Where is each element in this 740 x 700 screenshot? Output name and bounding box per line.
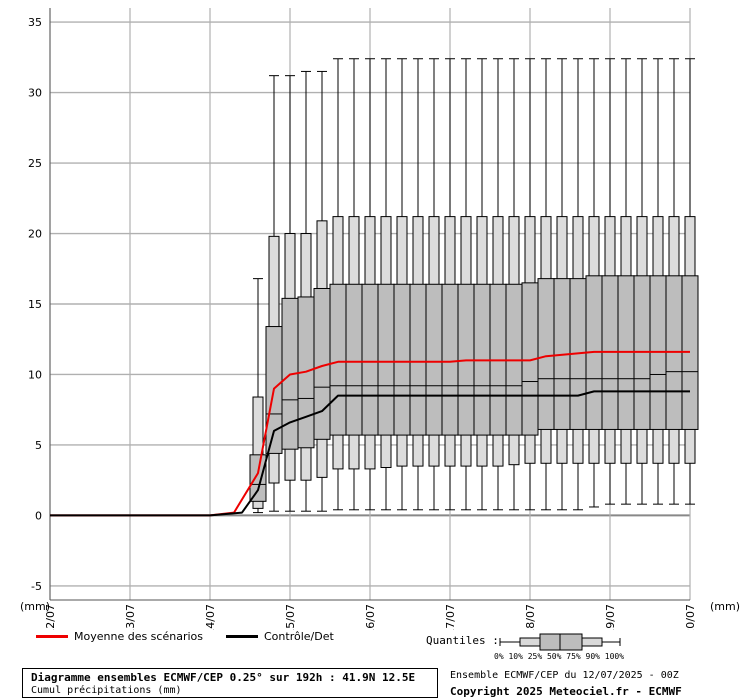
legend-swatch-control [226,635,258,638]
chart-subtitle: Cumul précipitations (mm) [31,685,182,696]
box-inner-25-75 [441,283,459,436]
x-tick-label: 20/07 [684,604,697,630]
box-inner-25-75 [361,283,379,436]
quantiles-ticks: 0% 10% 25% 50% 75% 90% 100% [494,652,625,661]
x-tick-label: 17/07 [444,604,457,630]
y-tick-label: 5 [35,439,42,452]
x-tick-label: 15/07 [284,604,297,630]
box-inner-25-75 [377,283,395,436]
box-inner-25-75 [393,283,411,436]
box-plot [425,58,443,511]
box-inner-25-75 [409,283,427,436]
legend-item-control: Contrôle/Det [226,630,334,643]
series-line-control [50,390,690,517]
chart-title: Diagramme ensembles ECMWF/CEP 0.25° sur … [31,671,416,684]
ensemble-box-chart: -5 0 5 10 15 20 25 30 35 12/07 13/07 14/07 15/07 16/0… [20,8,740,630]
box-outer-10-90 [252,396,264,509]
box-plot [377,58,395,511]
quantiles-key: Quantiles : 0% 10% 25% 50% 75% 90% 100% [426,631,646,663]
copyright: Copyright 2025 Meteociel.fr - ECMWF [450,685,682,698]
axis-labels: -5 0 5 10 15 20 25 30 35 12/07 13/07 14/07 15/07 16/0… [20,16,740,630]
legend-item-mean: Moyenne des scénarios [36,630,203,643]
box-plot [521,58,539,511]
box-plot [361,58,379,511]
x-tick-label: 14/07 [204,604,217,630]
quantiles-box-icon [499,633,621,651]
y-tick-label: 25 [28,157,42,170]
y-tick-label: 20 [28,228,42,241]
box-plot [409,58,427,511]
box-inner-25-75 [329,283,347,436]
legend: Moyenne des scénarios Contrôle/Det [0,628,740,658]
line-series [50,350,690,517]
x-tick-label: 13/07 [124,604,137,630]
y-unit-right: (mm) [710,600,740,613]
x-tick-label: 16/07 [364,604,377,630]
x-tick-label: 12/07 [44,604,57,630]
y-tick-label: 30 [28,87,42,100]
y-tick-label: 0 [35,509,42,522]
y-unit-left: (mm) [20,600,50,613]
y-tick-label: 15 [28,298,42,311]
y-tick-label: 35 [28,16,42,29]
box-inner-25-75 [345,283,363,436]
box-inner-25-75 [425,283,443,436]
box-inner-25-75 [537,278,555,430]
y-tick-label: -5 [31,580,42,593]
box-plot [313,70,331,512]
y-tick-label: 10 [28,368,42,381]
box-plot [329,58,347,511]
x-tick-label: 18/07 [524,604,537,630]
title-box: Diagramme ensembles ECMWF/CEP 0.25° sur … [22,668,438,698]
x-tick-label: 19/07 [604,604,617,630]
chart-axes [49,8,690,601]
legend-swatch-mean [36,635,68,638]
run-info: Ensemble ECMWF/CEP du 12/07/2025 - 00Z [450,670,679,681]
box-inner-25-75 [249,454,267,502]
quantiles-label: Quantiles : [426,634,499,647]
legend-label-mean: Moyenne des scénarios [74,630,203,643]
legend-label-control: Contrôle/Det [264,630,334,643]
box-plot [393,58,411,511]
